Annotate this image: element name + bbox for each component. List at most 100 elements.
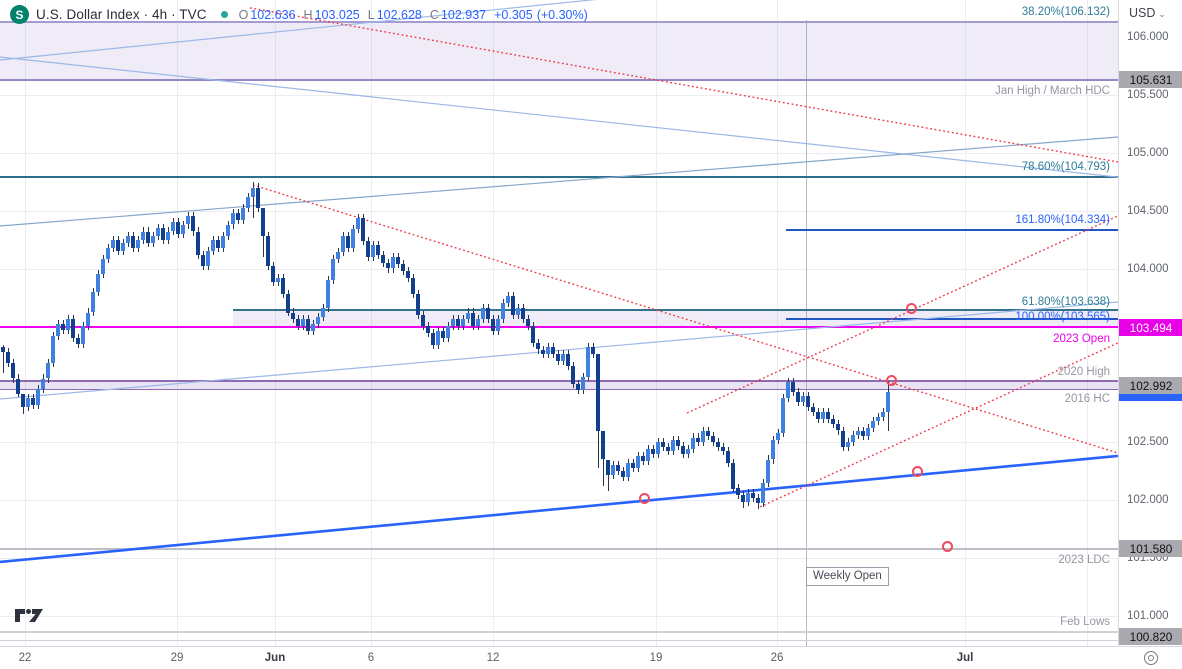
candle-body	[281, 277, 285, 294]
candle-body	[146, 231, 150, 244]
marker-circle[interactable]	[906, 303, 917, 314]
candle-body	[216, 239, 220, 248]
chart-pane[interactable]: 38.20%(106.132) Jan High / March HDC 78.60…	[0, 0, 1118, 646]
candle-body	[691, 437, 695, 450]
gridline-vertical	[177, 0, 178, 646]
candle-body	[266, 236, 270, 267]
candle-body	[396, 256, 400, 264]
candle-body	[41, 378, 45, 389]
candle-body	[421, 314, 425, 327]
trendline-ascending-wedge-top[interactable]	[0, 0, 640, 61]
gridline-horizontal	[0, 269, 1118, 270]
low-label: L	[367, 7, 375, 22]
candle-body	[446, 326, 450, 338]
candle-body	[581, 377, 585, 390]
candle-body	[886, 391, 890, 412]
candle-body	[441, 331, 445, 338]
marker-circle[interactable]	[942, 541, 953, 552]
candle-wick	[602, 451, 604, 487]
candle-body	[471, 312, 475, 327]
currency-dropdown[interactable]: USD ⌄	[1129, 6, 1166, 20]
zone-band-zone-2020-high-2016-hc	[0, 380, 1118, 390]
candle-body	[131, 236, 135, 248]
level-line-2020 High[interactable]	[0, 380, 1118, 382]
level-label-161.80%(104.334): 161.80%(104.334)	[1015, 214, 1110, 226]
level-line-Jan High / March HDC[interactable]	[0, 78, 1118, 81]
chevron-down-icon: ⌄	[1158, 9, 1166, 19]
high-label: H	[303, 7, 313, 22]
candle-body	[16, 378, 20, 394]
candle-body	[511, 296, 515, 315]
marker-circle[interactable]	[912, 466, 923, 477]
open-label: O	[238, 7, 249, 22]
symbol-logo[interactable]: S	[10, 5, 29, 24]
candle-body	[321, 307, 325, 318]
candle-body	[801, 395, 805, 402]
price-tick: 102.500	[1127, 436, 1169, 448]
level-line-78.60%(104.793)[interactable]	[0, 175, 1118, 178]
price-tick: 101.000	[1127, 610, 1169, 622]
candle-body	[386, 262, 390, 269]
candle-body	[756, 497, 760, 504]
trendline-mid-rising-line[interactable]	[0, 136, 1118, 227]
gridline-vertical	[965, 0, 966, 646]
trendline-descending-wedge-line[interactable]	[0, 56, 1118, 178]
level-label-2023 LDC: 2023 LDC	[1058, 554, 1110, 566]
marker-circle[interactable]	[886, 375, 897, 386]
gridline-horizontal	[0, 95, 1118, 96]
candle-body	[656, 442, 660, 454]
gridline-horizontal	[0, 153, 1118, 154]
candle-body	[706, 430, 710, 437]
candle-body	[551, 347, 555, 355]
market-status-dot[interactable]	[220, 11, 228, 18]
candle-body	[741, 495, 745, 503]
candle-body	[371, 245, 375, 257]
candle-body	[51, 335, 55, 364]
close-value: 102.937	[440, 7, 487, 22]
candle-body	[416, 294, 420, 315]
candle-body	[341, 236, 345, 253]
price-axis[interactable]: USD ⌄ 106.000 105.500 105.000 104.500 104.000…	[1118, 0, 1182, 646]
level-line-2016 HC[interactable]	[0, 388, 1118, 391]
candle-body	[746, 493, 750, 503]
level-label-Feb Lows: Feb Lows	[1060, 616, 1110, 628]
candle-body	[206, 251, 210, 267]
candle-body	[331, 259, 335, 280]
candle-body	[176, 222, 180, 234]
candle-body	[586, 347, 590, 378]
axis-settings-gear-icon[interactable]	[1144, 651, 1158, 665]
level-line-Feb Lows[interactable]	[0, 631, 1118, 633]
trendline-rising-channel-thin[interactable]	[0, 301, 1118, 400]
candle-body	[526, 319, 530, 327]
level-line-161.80%(104.334)[interactable]	[786, 228, 1118, 232]
trendline-dotted-resistance-steep[interactable]	[252, 184, 1118, 454]
candle-body	[761, 482, 765, 504]
trendline-rising-support-trendline[interactable]	[0, 454, 1118, 564]
level-label-61.80%(103.638): 61.80%(103.638)	[1021, 296, 1110, 308]
candle-body	[611, 465, 615, 475]
level-line-61.80%(103.638)[interactable]	[233, 309, 1118, 312]
price-badge-2023-open: 103.494	[1119, 319, 1182, 336]
level-label-78.60%(104.793): 78.60%(104.793)	[1021, 161, 1110, 173]
candle-body	[66, 319, 70, 330]
candle-body	[621, 471, 625, 477]
weekly-open-label[interactable]: Weekly Open	[806, 567, 889, 586]
candle-body	[606, 459, 610, 475]
level-line-2023 LDC[interactable]	[0, 547, 1118, 550]
candle-body	[256, 187, 260, 209]
candle-body	[481, 307, 485, 320]
symbol-title[interactable]: U.S. Dollar Index · 4h · TVC	[36, 7, 207, 22]
level-line-100.00%(103.565)[interactable]	[786, 317, 1118, 321]
level-line-100.785[interactable]	[0, 639, 1118, 642]
gridline-horizontal	[0, 558, 1118, 559]
tradingview-logo[interactable]	[14, 608, 44, 635]
candle-body	[651, 449, 655, 454]
marker-circle[interactable]	[639, 493, 650, 504]
level-line-2023 Open[interactable]	[0, 325, 1118, 329]
level-label-100.00%(103.565): 100.00%(103.565)	[1015, 311, 1110, 323]
candle-body	[596, 354, 600, 431]
level-line-38.20%(106.132)[interactable]	[0, 21, 1118, 23]
time-axis[interactable]: 22 29 Jun 6 12 19 26 Jul	[0, 646, 1182, 669]
trendline-dotted-resistance-shallow[interactable]	[249, 7, 1118, 163]
